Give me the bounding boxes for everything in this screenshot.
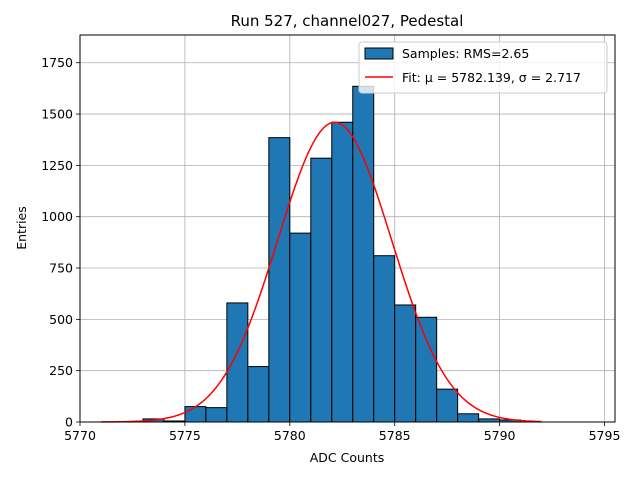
x-tick-label: 5795 [589, 428, 621, 443]
histogram-bar [289, 232, 312, 423]
histogram-bar [268, 137, 291, 423]
histogram-bar [457, 413, 480, 423]
chart-title: Run 527, channel027, Pedestal [231, 12, 464, 30]
histogram-bar [331, 121, 354, 423]
legend-swatch-samples [364, 47, 394, 60]
y-tick-label: 250 [49, 363, 73, 378]
legend-label-samples: Samples: RMS=2.65 [402, 46, 529, 61]
histogram-bar [394, 304, 417, 423]
y-tick-label: 1000 [41, 209, 73, 224]
y-axis-ticks: 0 250 500 750 1000 1250 1500 1750 [41, 55, 80, 430]
x-axis-label: ADC Counts [310, 450, 385, 465]
histogram-bar [352, 85, 375, 423]
histogram-bar [415, 316, 438, 423]
x-tick-label: 5790 [484, 428, 516, 443]
y-tick-label: 750 [49, 261, 73, 276]
histogram-bar [247, 366, 270, 423]
x-tick-label: 5775 [169, 428, 201, 443]
histogram-bar [205, 407, 228, 423]
histogram-bar [310, 157, 333, 423]
legend: Samples: RMS=2.65 Fit: μ = 5782.139, σ =… [358, 41, 608, 94]
fit-curve [100, 121, 542, 423]
histogram-bar [436, 388, 459, 423]
histogram-bar [373, 255, 396, 423]
x-tick-label: 5770 [64, 428, 96, 443]
legend-box [358, 41, 608, 94]
histogram-bars [142, 85, 522, 423]
x-tick-label: 5780 [274, 428, 306, 443]
histogram-bar [184, 406, 207, 423]
x-axis-ticks: 5770 5775 5780 5785 5790 5795 [64, 422, 620, 443]
y-tick-label: 1250 [41, 158, 73, 173]
y-tick-label: 1500 [41, 107, 73, 122]
y-tick-label: 1750 [41, 55, 73, 70]
histogram-bar [226, 302, 249, 423]
legend-label-fit: Fit: μ = 5782.139, σ = 2.717 [402, 70, 581, 85]
y-tick-label: 500 [49, 312, 73, 327]
y-tick-label: 0 [65, 415, 73, 430]
x-tick-label: 5785 [379, 428, 411, 443]
y-axis-label: Entries [14, 206, 29, 250]
plot-frame [79, 34, 616, 423]
